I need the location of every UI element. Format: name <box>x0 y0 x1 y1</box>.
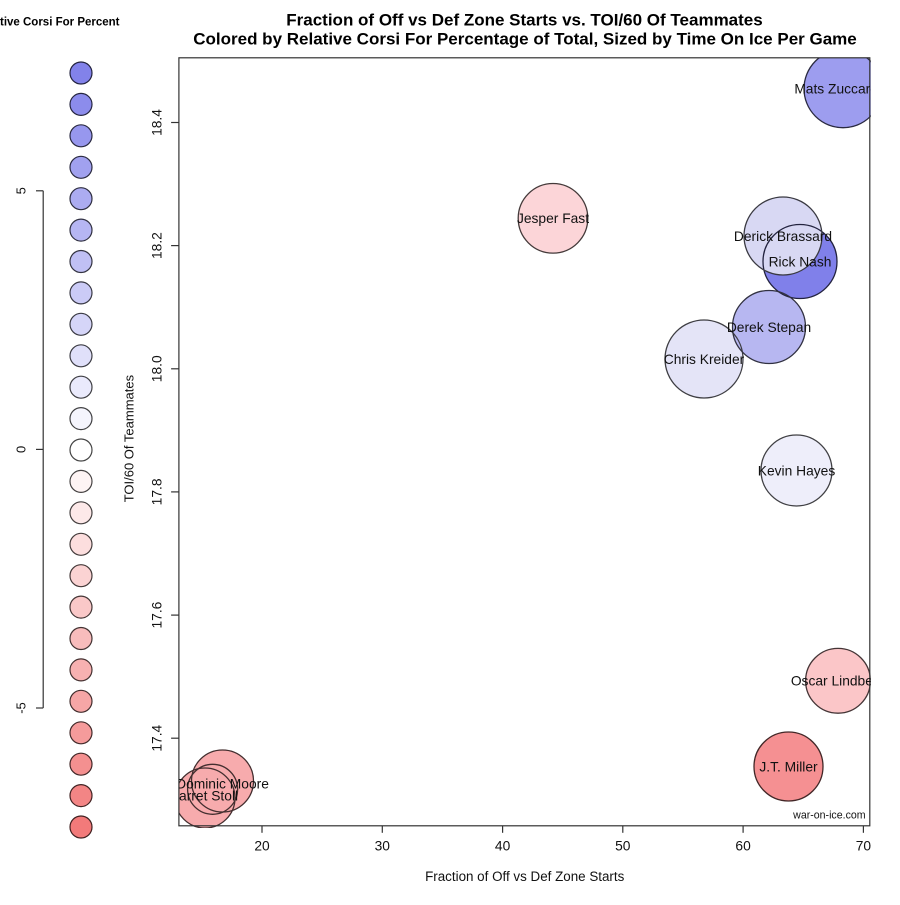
svg-text:Derick Brassard: Derick Brassard <box>734 229 832 244</box>
svg-text:TOI/60 Of Teammates: TOI/60 Of Teammates <box>122 374 137 502</box>
svg-text:20: 20 <box>254 839 270 854</box>
svg-text:Chris Kreider: Chris Kreider <box>664 352 745 367</box>
svg-text:Colored by Relative Corsi For: Colored by Relative Corsi For Percentage… <box>193 30 857 49</box>
svg-text:Fraction of Off vs Def Zone St: Fraction of Off vs Def Zone Starts <box>425 869 625 884</box>
svg-text:17.8: 17.8 <box>150 478 165 505</box>
svg-text:Relative Corsi For Percent: Relative Corsi For Percent <box>0 16 120 28</box>
svg-text:5: 5 <box>14 187 29 194</box>
svg-text:60: 60 <box>735 839 751 854</box>
svg-text:Oscar Lindberg: Oscar Lindberg <box>791 674 885 689</box>
svg-text:Rick Nash: Rick Nash <box>769 254 832 269</box>
svg-text:Fraction of Off vs Def Zone St: Fraction of Off vs Def Zone Starts vs. T… <box>286 11 762 30</box>
svg-text:18.4: 18.4 <box>150 109 165 136</box>
svg-text:18.2: 18.2 <box>150 232 165 259</box>
svg-text:70: 70 <box>856 839 872 854</box>
svg-text:40: 40 <box>495 839 511 854</box>
svg-text:17.6: 17.6 <box>150 601 165 628</box>
svg-text:17.4: 17.4 <box>150 724 165 751</box>
svg-text:Dominic Moore: Dominic Moore <box>176 776 269 791</box>
svg-text:Garret Stoll: Garret Stoll <box>168 788 238 803</box>
svg-text:Mats Zuccarello: Mats Zuccarello <box>794 82 892 97</box>
svg-text:Kevin Hayes: Kevin Hayes <box>758 463 836 478</box>
svg-text:30: 30 <box>375 839 391 854</box>
svg-text:50: 50 <box>615 839 631 854</box>
svg-text:0: 0 <box>14 446 29 453</box>
svg-text:-5: -5 <box>14 702 29 714</box>
svg-text:war-on-ice.com: war-on-ice.com <box>792 810 866 822</box>
svg-text:18.0: 18.0 <box>150 355 165 382</box>
svg-text:Derek Stepan: Derek Stepan <box>727 320 811 335</box>
svg-text:Jesper Fast: Jesper Fast <box>517 211 589 226</box>
svg-text:J.T. Miller: J.T. Miller <box>759 759 818 774</box>
